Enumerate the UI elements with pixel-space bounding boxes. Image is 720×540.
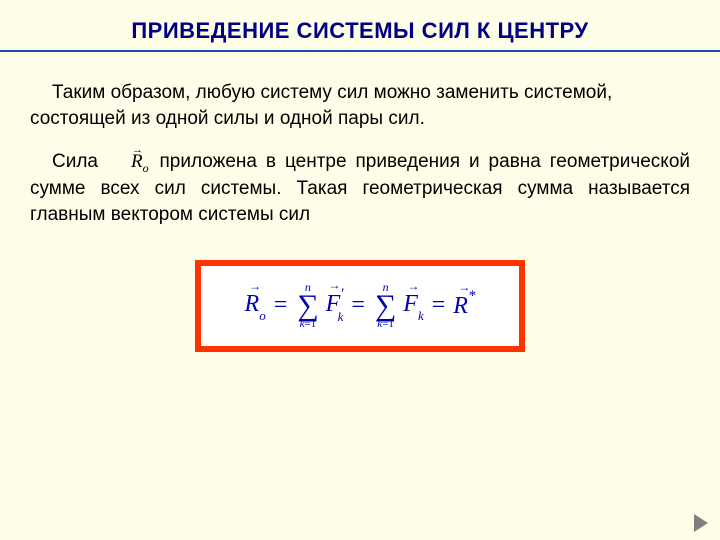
- vec-F1-prime: ′: [340, 286, 343, 302]
- vector-arrow-icon: →: [328, 278, 340, 293]
- para2-pre: Сила: [52, 151, 107, 172]
- vec-F1-sub: k: [338, 309, 344, 324]
- sigma-bot: k=1: [300, 319, 317, 330]
- paragraph-2: Сила →Rо приложена в центре приведения и…: [30, 149, 690, 227]
- slide: ПРИВЕДЕНИЕ СИСТЕМЫ СИЛ К ЦЕНТРУ Таким об…: [0, 0, 720, 540]
- paragraph-1: Таким образом, любую систему сил можно з…: [30, 80, 690, 131]
- next-slide-arrow-icon[interactable]: [694, 514, 708, 532]
- vec-Fk: → Fk: [403, 291, 423, 321]
- vec-R: R: [245, 291, 260, 317]
- formula-box: → Ro = n ∑ k=1 → F′k = n ∑ k=1 → Fk: [195, 260, 525, 352]
- vector-arrow-icon: →: [249, 279, 261, 294]
- sigma-2: n ∑ k=1: [375, 281, 396, 330]
- sigma-icon: ∑: [297, 293, 318, 319]
- vector-arrow-icon: →: [408, 279, 420, 294]
- sigma-icon: ∑: [375, 293, 396, 319]
- formula: → Ro = n ∑ k=1 → F′k = n ∑ k=1 → Fk: [245, 281, 476, 330]
- vec-Rstar-sup: *: [468, 288, 476, 304]
- sigma-bot: k=1: [377, 319, 394, 330]
- vec-F2-sub: k: [418, 308, 424, 323]
- equals: =: [432, 292, 446, 319]
- equals: =: [274, 292, 288, 319]
- vector-arrow-icon: →: [110, 143, 143, 158]
- title-underline: [0, 50, 720, 52]
- vec-sub: о: [143, 161, 149, 175]
- sigma-1: n ∑ k=1: [297, 281, 318, 330]
- vec-F2: F: [403, 291, 418, 317]
- inline-vector-Ro: →Rо: [107, 149, 151, 176]
- vec-Ro: → Ro: [245, 291, 266, 321]
- vec-R-sub: o: [259, 308, 266, 323]
- vec-Fk-prime: → F′k: [326, 290, 344, 321]
- equals: =: [351, 292, 365, 319]
- vec-Rstar-letter: R: [453, 293, 468, 319]
- vec-Rstar: → R*: [453, 292, 475, 320]
- slide-title: ПРИВЕДЕНИЕ СИСТЕМЫ СИЛ К ЦЕНТРУ: [30, 18, 690, 44]
